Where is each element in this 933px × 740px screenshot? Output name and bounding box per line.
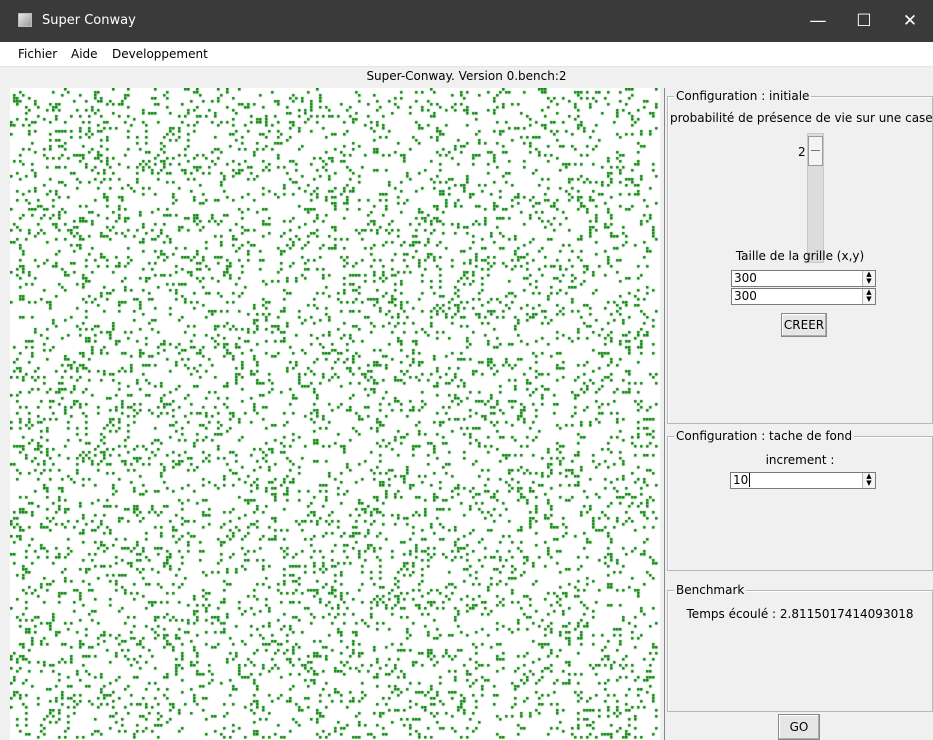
creer-button[interactable]: CREER	[781, 313, 827, 337]
grid-x-value: 300	[734, 271, 757, 285]
minimize-icon[interactable]: —	[809, 11, 827, 31]
text-cursor	[749, 473, 751, 487]
spin-arrows-icon[interactable]: ▲ ▼	[862, 289, 875, 304]
life-grid-canvas[interactable]	[10, 88, 660, 740]
benchmark-frame: Benchmark Temps écoulé : 2.8115017414093…	[667, 583, 933, 712]
benchmark-title: Benchmark	[674, 583, 747, 597]
version-label: Super-Conway. Version 0.bench:2	[366, 69, 567, 83]
grid-y-value: 300	[734, 289, 757, 303]
grid-divider	[664, 88, 665, 740]
probability-label: probabilité de présence de vie sur une c…	[670, 111, 933, 125]
menu-aide[interactable]: Aide	[71, 47, 98, 61]
increment-spinbox[interactable]: 10 ▲ ▼	[730, 472, 876, 489]
go-button[interactable]: GO	[778, 714, 820, 740]
title-bar: Super Conway — ☐ ✕	[0, 0, 933, 42]
window-title: Super Conway	[42, 13, 136, 28]
grid-size-label: Taille de la grille (x,y)	[735, 249, 865, 263]
config-fond-frame: Configuration : tache de fond increment …	[667, 429, 933, 571]
menu-developpement[interactable]: Developpement	[112, 47, 208, 61]
grid-y-spinbox[interactable]: 300 ▲ ▼	[731, 288, 876, 305]
grid-x-spinbox[interactable]: 300 ▲ ▼	[731, 270, 876, 287]
probability-scale-thumb[interactable]	[808, 136, 823, 166]
app-icon	[18, 13, 32, 27]
close-icon[interactable]: ✕	[902, 11, 918, 31]
increment-value: 10	[733, 473, 749, 487]
config-initiale-frame: Configuration : initiale probabilité de …	[667, 89, 933, 424]
elapsed-time-label: Temps écoulé : 2.8115017414093018	[686, 607, 914, 621]
menu-fichier[interactable]: Fichier	[18, 47, 58, 61]
maximize-icon[interactable]: ☐	[856, 11, 872, 31]
spin-arrows-icon[interactable]: ▲ ▼	[862, 271, 875, 286]
spin-arrows-icon[interactable]: ▲ ▼	[862, 473, 875, 488]
probability-scale-trough[interactable]	[807, 133, 824, 263]
menu-bar: Fichier Aide Developpement	[0, 42, 933, 67]
scale-value: 2	[798, 145, 806, 159]
config-initiale-title: Configuration : initiale	[674, 89, 812, 103]
increment-label: increment :	[765, 453, 835, 467]
config-fond-title: Configuration : tache de fond	[674, 429, 855, 443]
